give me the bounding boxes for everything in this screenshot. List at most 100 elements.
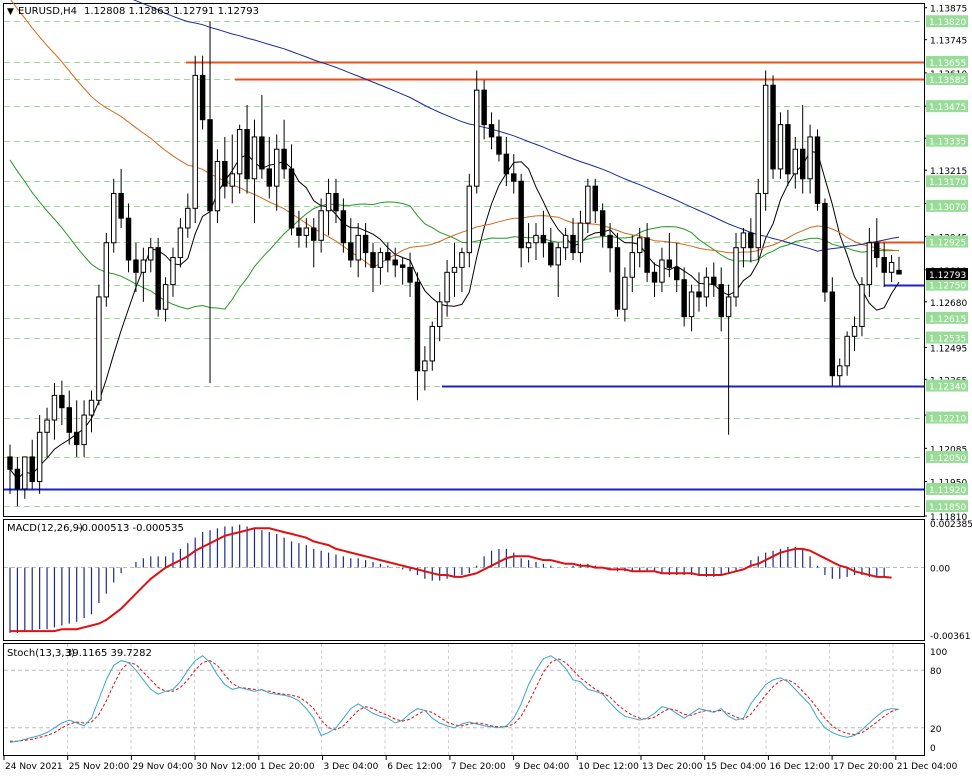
candle [533, 223, 539, 260]
candle [540, 210, 547, 258]
level-tag-label: 1.12925 [929, 239, 966, 249]
candle [711, 262, 717, 297]
bull-candle-body [474, 89, 480, 187]
bear-candle-body [481, 89, 487, 126]
candle [785, 109, 791, 187]
bull-candle-body [444, 271, 450, 303]
candle [548, 228, 554, 268]
candle [281, 119, 287, 179]
candle [229, 134, 235, 204]
candle [814, 129, 821, 211]
candle [674, 242, 680, 292]
bear-candle-body [259, 136, 265, 170]
candle [807, 124, 813, 194]
time-tick-label: 21 Dec 04:00 [897, 762, 958, 772]
candle [288, 144, 295, 236]
time-tick-label: 13 Dec 20:00 [642, 762, 703, 772]
bull-candle-body [859, 284, 865, 327]
candle [192, 55, 198, 224]
bear-candle-body [281, 148, 287, 170]
candle [199, 55, 206, 130]
dropdown-triangle-icon[interactable]: ▼ [7, 7, 14, 17]
level-tag-label: 1.11850 [929, 503, 966, 513]
level-tag-label: 1.13335 [929, 138, 966, 148]
bull-candle-body [140, 259, 147, 273]
candle [607, 223, 613, 273]
candle [481, 80, 487, 140]
bull-candle-body [148, 247, 154, 261]
bear-candle-body [503, 153, 510, 175]
candle [503, 136, 510, 187]
candle [170, 247, 176, 297]
ohlc-values: 1.12808 1.12863 1.12791 1.12793 [84, 6, 259, 17]
candle [429, 321, 435, 371]
bull-candle-body [377, 252, 384, 268]
bull-candle-body [36, 431, 43, 483]
candle [51, 383, 58, 440]
candle [651, 262, 658, 297]
candle [703, 267, 710, 307]
candle [273, 134, 280, 211]
bull-candle-body [229, 173, 235, 187]
candle [762, 70, 769, 211]
bull-candle-body [325, 193, 332, 212]
stoch-signal-line [10, 658, 900, 742]
candle [577, 210, 584, 263]
candle [755, 178, 761, 260]
bull-candle-body [96, 296, 102, 401]
bull-candle-body [251, 136, 258, 180]
level-tag-bg [926, 500, 968, 513]
candle [822, 198, 828, 302]
level-tag-label: 1.12615 [929, 315, 966, 325]
candle [799, 104, 806, 194]
bear-candle-body [651, 271, 658, 283]
bull-candle-body [659, 259, 665, 283]
time-tick-label: 17 Dec 20:00 [833, 762, 894, 772]
macd-tick-label: 0.00 [930, 565, 950, 575]
bull-candle-body [807, 136, 813, 180]
candle [311, 218, 317, 268]
candle [81, 400, 87, 457]
bear-candle-body [14, 468, 21, 490]
candle [436, 292, 443, 342]
macd-panel-frame [3, 519, 925, 641]
bull-candle-body [629, 252, 636, 278]
price-tick-label: 1.13875 [930, 5, 967, 15]
candle [59, 380, 65, 425]
current-price-tag-bg [926, 268, 968, 281]
price-tick-label: 1.12680 [930, 299, 967, 309]
level-tag-bg [926, 450, 968, 463]
bear-candle-body [311, 227, 317, 241]
stoch-title: Stoch(13,3,3) [7, 648, 75, 659]
level-tag-bg [926, 331, 968, 344]
macd-values: -0.000513 -0.000535 [78, 523, 184, 534]
bull-candle-body [451, 266, 458, 273]
bear-candle-body [718, 284, 724, 318]
level-tag-bg [926, 482, 968, 495]
bear-candle-body [896, 269, 902, 275]
candle [599, 203, 606, 248]
stoch-panel-frame [3, 643, 925, 756]
bear-candle-body [748, 232, 754, 249]
bull-candle-body [103, 242, 110, 298]
candle [407, 252, 413, 297]
bear-candle-body [407, 266, 413, 283]
bear-candle-body [399, 264, 406, 268]
candle [614, 232, 621, 317]
candle [748, 218, 754, 263]
candle [140, 247, 147, 302]
time-tick-label: 10 Dec 12:00 [578, 762, 639, 772]
time-tick-label: 30 Nov 12:00 [196, 762, 257, 772]
horizontal-levels[interactable] [4, 61, 924, 491]
bull-candle-body [622, 276, 628, 310]
bull-candle-body [303, 227, 310, 236]
candle [125, 203, 132, 273]
bull-candle-body [436, 301, 443, 327]
level-tag-bg [926, 73, 968, 86]
bull-candle-body [837, 365, 843, 377]
candle [296, 210, 302, 248]
candle [110, 178, 117, 253]
bull-candle-body [429, 325, 435, 362]
candle [466, 173, 473, 268]
